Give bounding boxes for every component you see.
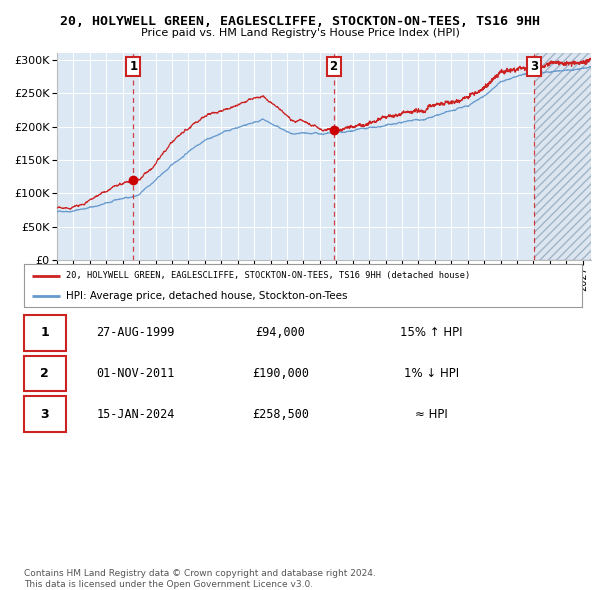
FancyBboxPatch shape [24,356,66,391]
Text: £258,500: £258,500 [252,408,309,421]
Text: 1: 1 [40,326,49,339]
Text: ≈ HPI: ≈ HPI [415,408,448,421]
Text: 2: 2 [329,60,338,73]
Text: 1: 1 [130,60,137,73]
Text: 1% ↓ HPI: 1% ↓ HPI [404,367,459,380]
Text: £190,000: £190,000 [252,367,309,380]
FancyBboxPatch shape [24,315,66,350]
Text: 3: 3 [40,408,49,421]
Text: Contains HM Land Registry data © Crown copyright and database right 2024.
This d: Contains HM Land Registry data © Crown c… [24,569,376,589]
Text: 2: 2 [40,367,49,380]
FancyBboxPatch shape [24,396,66,432]
Text: HPI: Average price, detached house, Stockton-on-Tees: HPI: Average price, detached house, Stoc… [66,290,347,300]
Text: 3: 3 [530,60,538,73]
Text: Price paid vs. HM Land Registry's House Price Index (HPI): Price paid vs. HM Land Registry's House … [140,28,460,38]
Text: 15% ↑ HPI: 15% ↑ HPI [400,326,463,339]
Bar [534,53,600,260]
Text: 20, HOLYWELL GREEN, EAGLESCLIFFE, STOCKTON-ON-TEES, TS16 9HH: 20, HOLYWELL GREEN, EAGLESCLIFFE, STOCKT… [60,15,540,28]
Text: 27-AUG-1999: 27-AUG-1999 [97,326,175,339]
Text: 01-NOV-2011: 01-NOV-2011 [97,367,175,380]
Text: 15-JAN-2024: 15-JAN-2024 [97,408,175,421]
Text: 20, HOLYWELL GREEN, EAGLESCLIFFE, STOCKTON-ON-TEES, TS16 9HH (detached house): 20, HOLYWELL GREEN, EAGLESCLIFFE, STOCKT… [66,271,470,280]
Text: £94,000: £94,000 [256,326,305,339]
